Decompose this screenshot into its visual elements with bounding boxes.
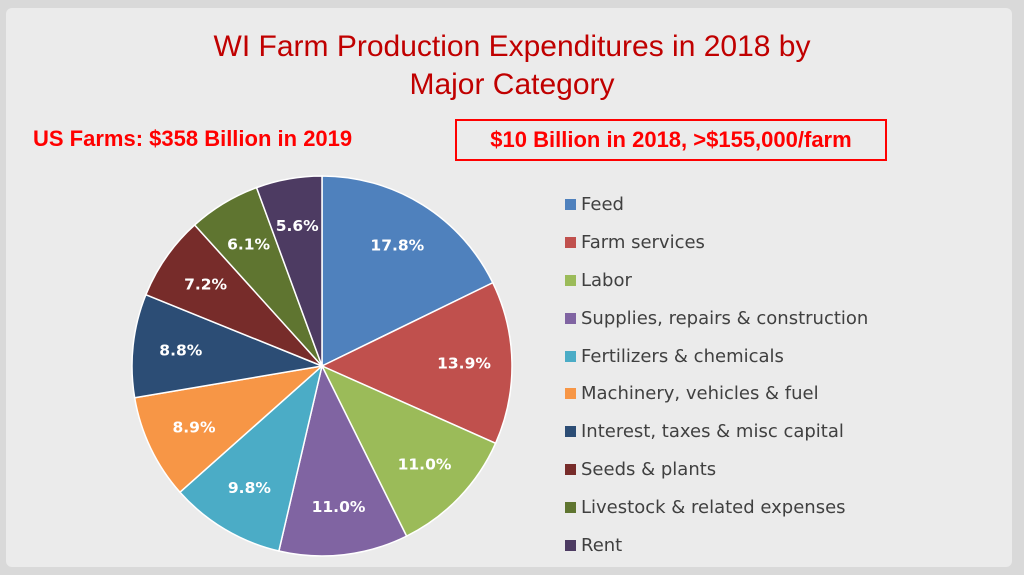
legend-label: Fertilizers & chemicals [581,345,784,367]
chart-title-line-1: WI Farm Production Expenditures in 2018 … [213,30,811,63]
legend-item-supplies-repairs-construction: Supplies, repairs & construction [565,299,868,337]
legend-swatch [565,539,576,551]
pie-slice-fertilizers-chemicals [178,363,324,552]
legend-label: Seeds & plants [581,458,717,480]
legend-swatch [565,199,576,211]
data-label-machinery-vehicles-fuel: 8.9% [173,418,216,436]
legend-item-machinery-vehicles-fuel: Machinery, vehicles & fuel [565,375,868,413]
pie-slice-labor [320,364,497,538]
legend-item-fertilizers-chemicals: Fertilizers & chemicals [565,337,868,375]
legend-item-rent: Rent [565,526,868,564]
legend-item-livestock-related-expenses: Livestock & related expenses [565,488,868,526]
legend-swatch [565,426,576,438]
wi-total-callout: $10 Billion in 2018, >$155,000/farm [455,119,887,161]
pie-slice-supplies-repairs-construction [277,363,408,557]
data-label-labor: 11.0% [398,455,452,473]
legend-swatch [565,312,576,324]
legend-swatch [565,274,576,286]
legend-label: Labor [581,269,632,291]
data-label-farm-services: 13.9% [437,355,491,373]
legend-label: Rent [581,534,623,556]
data-label-interest-taxes-misc-capital: 8.8% [159,342,202,360]
data-label-rent: 5.6% [276,217,319,235]
chart-title: WI Farm Production Expenditures in 2018 … [0,28,1024,104]
pie-slice-rent [255,175,323,367]
data-label-seeds-plants: 7.2% [184,276,227,294]
chart-legend: Feed Farm services Labor Supplies, repairs … [565,186,868,564]
pie-slice-interest-taxes-misc-capital [131,293,325,399]
pie-slice-machinery-vehicles-fuel [133,364,325,494]
data-label-supplies-repairs-construction: 11.0% [312,498,366,516]
legend-label: Livestock & related expenses [581,496,846,518]
pie-slice-feed [321,175,494,368]
legend-item-interest-taxes-misc-capital: Interest, taxes & misc capital [565,413,868,451]
pie-slice-farm-services [320,281,513,445]
legend-item-farm-services: Farm services [565,224,868,262]
legend-label: Farm services [581,232,705,254]
legend-swatch [565,501,576,513]
data-label-fertilizers-chemicals: 9.8% [228,479,271,497]
legend-swatch [565,237,576,249]
legend-item-feed: Feed [565,186,868,224]
us-farms-note: US Farms: $358 Billion in 2019 [33,126,353,151]
legend-label: Interest, taxes & misc capital [581,421,844,443]
chart-title-line-2: Major Category [409,68,615,101]
legend-label: Supplies, repairs & construction [581,307,869,329]
legend-swatch [565,463,576,475]
legend-item-labor: Labor [565,262,868,300]
legend-item-seeds-plants: Seeds & plants [565,451,868,489]
data-label-feed: 17.8% [370,237,424,255]
data-label-livestock-related-expenses: 6.1% [227,235,270,253]
legend-label: Feed [581,194,624,216]
legend-swatch [565,388,576,400]
legend-label: Machinery, vehicles & fuel [581,383,819,405]
legend-swatch [565,350,576,362]
